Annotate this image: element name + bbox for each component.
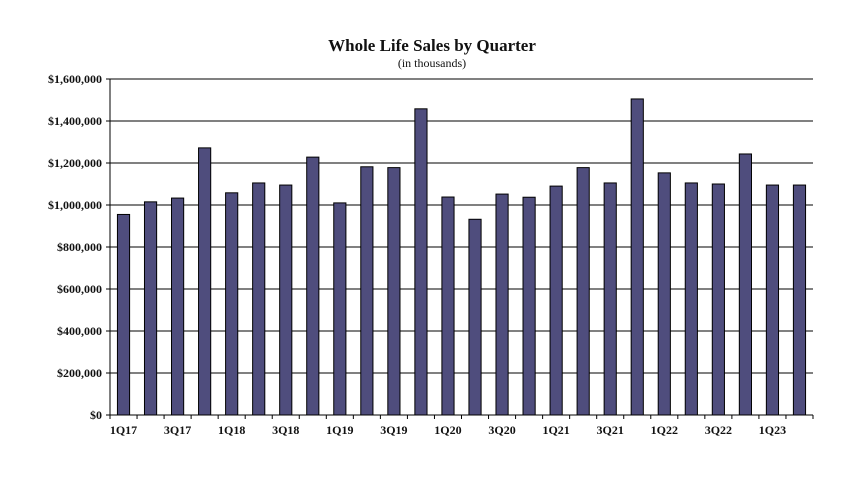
bar-4Q22 xyxy=(738,153,752,416)
x-tick-label: 1Q23 xyxy=(759,423,786,437)
y-tick-label: $1,200,000 xyxy=(48,156,102,170)
chart-title: Whole Life Sales by Quarter xyxy=(328,36,536,55)
bar-4Q19 xyxy=(414,108,428,416)
x-tick-label: 3Q22 xyxy=(705,423,732,437)
x-tick-label: 1Q19 xyxy=(326,423,353,437)
bar-3Q21 xyxy=(603,182,617,416)
bar-2Q19 xyxy=(360,166,374,416)
bar-2Q21 xyxy=(576,167,590,416)
x-tick-label: 1Q17 xyxy=(110,423,137,437)
bar-3Q20 xyxy=(495,193,509,416)
bar-3Q22 xyxy=(711,183,725,416)
bar-1Q21 xyxy=(549,185,563,416)
bars xyxy=(116,98,807,416)
y-tick-label: $800,000 xyxy=(57,240,102,254)
bar-1Q18 xyxy=(225,192,239,416)
y-tick-label: $200,000 xyxy=(57,366,102,380)
x-tick-label: 1Q20 xyxy=(434,423,461,437)
y-tick-labels: $0 $200,000 $400,000 $600,000 $800,000 $1,000… xyxy=(48,72,102,422)
bar-4Q17 xyxy=(198,147,212,416)
bar-3Q18 xyxy=(279,184,293,416)
bar-2Q17 xyxy=(143,201,158,416)
bar-1Q19 xyxy=(333,202,347,416)
x-tick-label: 3Q20 xyxy=(488,423,515,437)
bar-1Q23 xyxy=(765,184,780,416)
x-tick-label: 3Q18 xyxy=(272,423,299,437)
bar-2Q20 xyxy=(468,218,482,416)
bar-2Q22 xyxy=(684,182,698,416)
y-tick-label: $400,000 xyxy=(57,324,102,338)
chart-subtitle: (in thousands) xyxy=(397,56,467,70)
bar-2Q18 xyxy=(252,182,266,416)
x-tick-labels: 1Q17 3Q17 1Q18 3Q18 1Q19 3Q19 1Q20 3Q20 1Q21 3Q21… xyxy=(110,423,786,437)
x-tick-label: 3Q19 xyxy=(380,423,407,437)
x-tick-label: 1Q21 xyxy=(542,423,569,437)
x-tick-label: 3Q21 xyxy=(597,423,624,437)
bar-3Q19 xyxy=(387,167,401,416)
bar-1Q20 xyxy=(441,196,455,416)
bar-1Q22 xyxy=(657,172,671,416)
bar-4Q18 xyxy=(306,156,320,416)
y-tick-label: $1,400,000 xyxy=(48,114,102,128)
y-tick-label: $0 xyxy=(90,408,102,422)
y-tick-label: $1,000,000 xyxy=(48,198,102,212)
y-tick-label: $1,600,000 xyxy=(48,72,102,86)
x-tick-label: 3Q17 xyxy=(164,423,191,437)
bar-4Q20 xyxy=(522,196,536,416)
bar-3Q17 xyxy=(171,197,185,416)
bar-4Q21 xyxy=(630,98,644,416)
bar-1Q17 xyxy=(116,213,131,416)
x-tick-label: 1Q18 xyxy=(218,423,245,437)
axes xyxy=(106,78,814,419)
bar-2Q23 xyxy=(792,184,807,416)
gridlines xyxy=(110,78,813,374)
y-tick-label: $600,000 xyxy=(57,282,102,296)
x-tick-label: 1Q22 xyxy=(651,423,678,437)
